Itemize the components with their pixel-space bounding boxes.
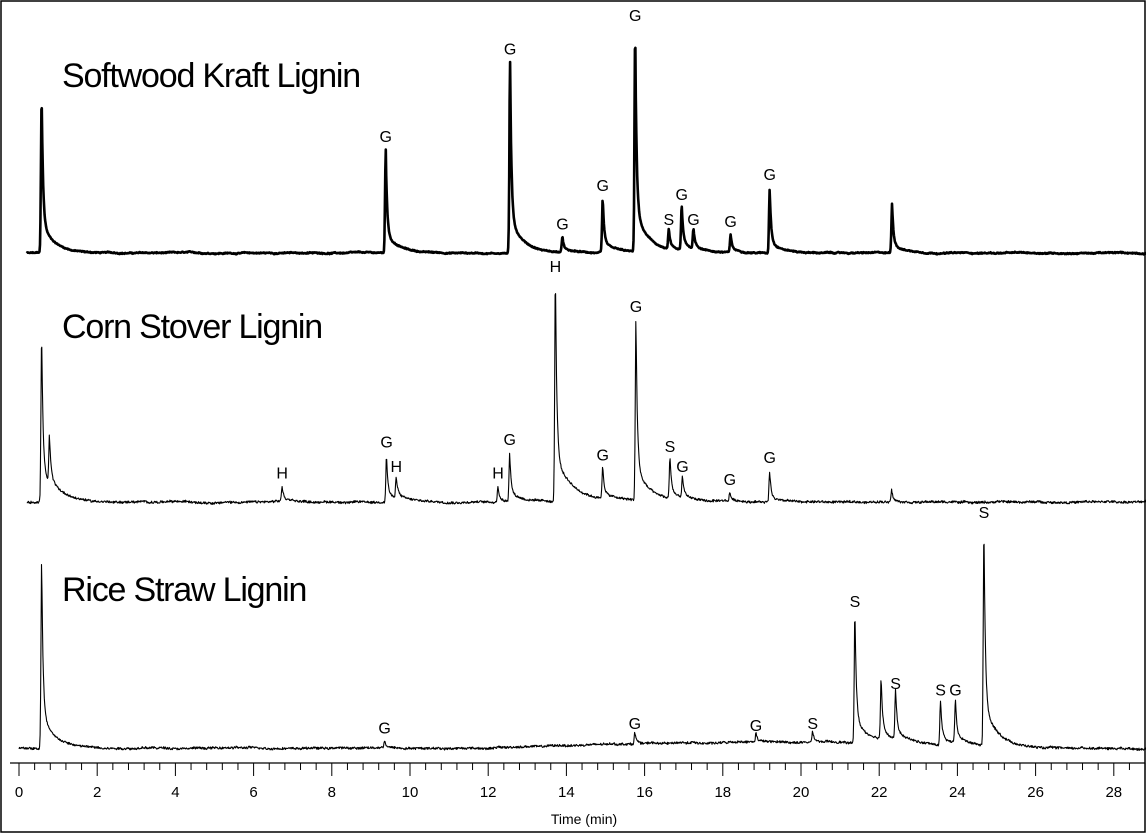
peak-label: G <box>630 299 642 316</box>
title-corn-stover-lignin: Corn Stover Lignin <box>62 308 322 346</box>
peak-label: S <box>807 716 818 733</box>
peak-label: G <box>629 8 641 25</box>
x-tick-label: 2 <box>93 784 101 801</box>
x-tick-label: 18 <box>714 784 731 801</box>
x-tick-label: 8 <box>328 784 336 801</box>
x-tick-label: 10 <box>402 784 419 801</box>
x-tick-label: 16 <box>636 784 653 801</box>
peak-label: S <box>665 439 676 456</box>
trace-softwood-kraft-lignin <box>25 46 1146 256</box>
title-softwood-kraft-lignin: Softwood Kraft Lignin <box>62 57 360 95</box>
peak-label: G <box>380 434 392 451</box>
traces-group <box>18 46 1146 751</box>
peak-label: G <box>597 178 609 195</box>
title-rice-straw-lignin: Rice Straw Lignin <box>62 571 306 609</box>
peak-label: G <box>763 167 775 184</box>
peak-label: G <box>687 212 699 229</box>
peak-label: G <box>676 187 688 204</box>
peak-label: H <box>550 259 562 276</box>
x-tick-label: 24 <box>949 784 966 801</box>
peak-label: S <box>979 505 990 522</box>
x-tick-label: 20 <box>793 784 810 801</box>
peak-label: G <box>504 42 516 59</box>
peak-label: S <box>664 212 675 229</box>
x-tick-label: 4 <box>171 784 179 801</box>
peak-label: S <box>850 594 861 611</box>
x-tick-label: 14 <box>558 784 575 801</box>
peak-label: G <box>724 472 736 489</box>
x-tick-label: 22 <box>871 784 888 801</box>
x-tick-label: 6 <box>249 784 257 801</box>
peak-label: S <box>935 683 946 700</box>
peak-label: G <box>629 716 641 733</box>
trace-corn-stover-lignin <box>26 293 1146 505</box>
peak-label: G <box>724 214 736 231</box>
x-axis-label: Time (min) <box>551 811 617 827</box>
peak-label: G <box>556 216 568 233</box>
x-tick-label: 0 <box>15 784 23 801</box>
peak-label: G <box>750 718 762 735</box>
peak-label: G <box>763 450 775 467</box>
trace-rice-straw-lignin <box>18 543 1146 751</box>
peak-label: G <box>380 129 392 146</box>
peak-label: G <box>503 432 515 449</box>
peak-label: S <box>890 676 901 693</box>
peak-label: H <box>492 465 504 482</box>
peak-label: G <box>676 459 688 476</box>
x-tick-label: 28 <box>1105 784 1122 801</box>
x-axis: 0 2 4 6 8 10 12 14 16 18 20 22 24 26 28 <box>10 762 1146 801</box>
peak-label: G <box>949 683 961 700</box>
x-tick-label: 12 <box>480 784 497 801</box>
peak-label: H <box>391 459 403 476</box>
x-tick-label: 26 <box>1027 784 1044 801</box>
peak-label: G <box>597 448 609 465</box>
peak-label: H <box>276 465 288 482</box>
peak-label: G <box>378 720 390 737</box>
